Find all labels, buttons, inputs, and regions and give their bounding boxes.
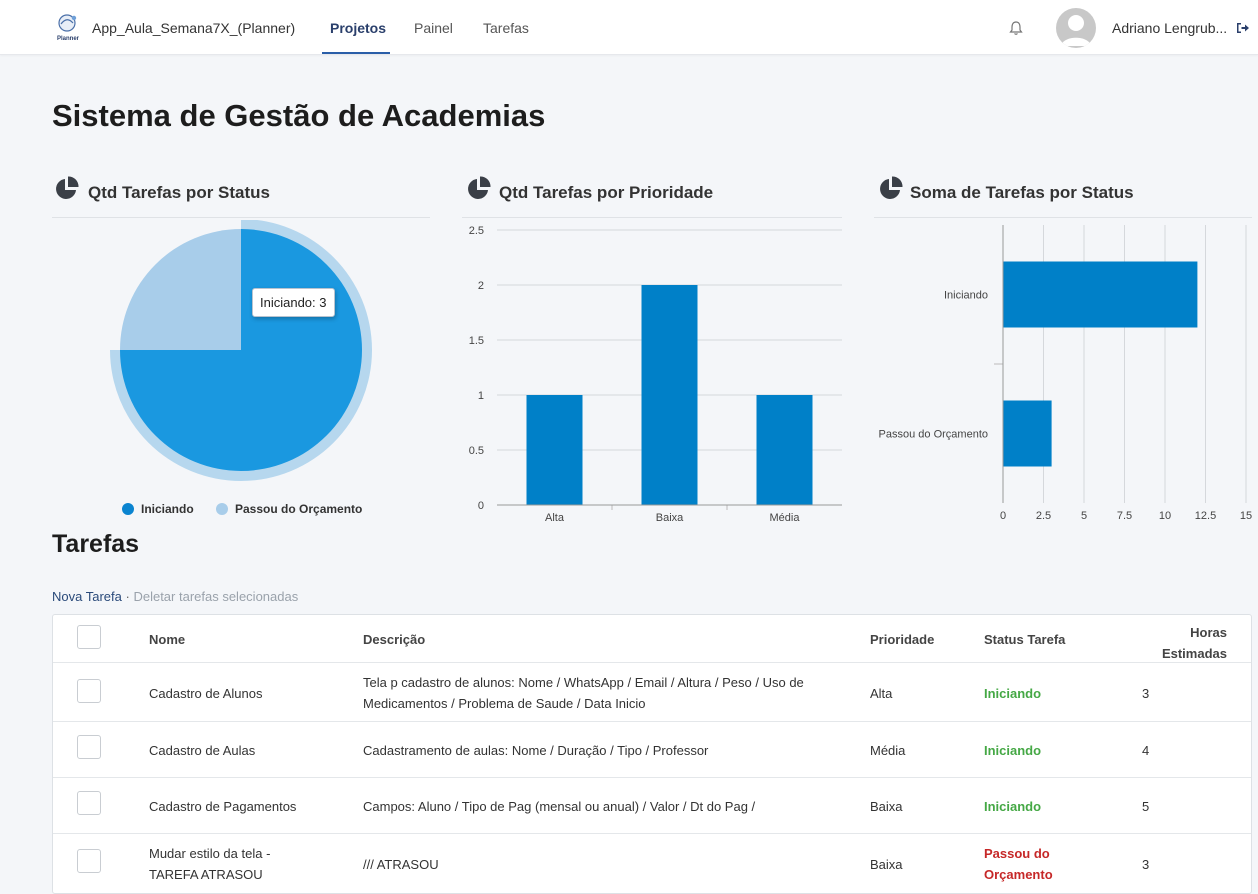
header-status[interactable]: Status Tarefa xyxy=(984,632,1066,647)
bell-icon[interactable] xyxy=(1008,20,1024,36)
row-divider xyxy=(53,777,1251,778)
app-title[interactable]: App_Aula_Semana7X_(Planner) xyxy=(92,20,296,36)
task-description: Tela p cadastro de alunos: Nome / WhatsA… xyxy=(363,675,804,711)
row-checkbox[interactable] xyxy=(77,735,101,759)
pie-chart-icon xyxy=(56,176,79,199)
chart-title-status: Qtd Tarefas por Status xyxy=(88,183,270,202)
priority-bar-chart: 0 0.5 1 1.5 2 2.5 Alta Baixa Média xyxy=(469,225,842,524)
hbar-passou xyxy=(1003,400,1052,467)
avatar[interactable] xyxy=(1056,8,1096,48)
bar-baixa xyxy=(641,285,698,505)
x-tick-label: 12.5 xyxy=(1195,510,1216,522)
y-tick-label: 1.5 xyxy=(469,335,484,347)
x-tick-label: Média xyxy=(770,512,801,524)
header-priority[interactable]: Prioridade xyxy=(870,632,935,647)
task-status: Iniciando xyxy=(984,743,1042,758)
task-description: Cadastramento de aulas: Nome / Duração /… xyxy=(363,743,709,758)
task-name[interactable]: Cadastro de Aulas xyxy=(149,743,256,758)
task-name[interactable]: Cadastro de Pagamentos xyxy=(149,799,297,814)
planner-logo-icon[interactable]: Planner xyxy=(54,12,82,42)
y-tick-label: 0.5 xyxy=(469,445,484,457)
legend-swatch xyxy=(216,503,228,515)
task-status: Iniciando xyxy=(984,799,1042,814)
status-pie-chart xyxy=(110,220,372,481)
row-checkbox[interactable] xyxy=(77,849,101,873)
bar-alta xyxy=(526,395,583,505)
user-name[interactable]: Adriano Lengrub... xyxy=(1112,20,1228,36)
row-divider xyxy=(53,833,1251,834)
tab-projetos[interactable]: Projetos xyxy=(330,20,387,36)
task-priority: Média xyxy=(870,743,906,758)
x-tick-label: 2.5 xyxy=(1036,510,1051,522)
task-hours: 3 xyxy=(1142,686,1150,701)
page-title: Sistema de Gestão de Academias xyxy=(52,98,546,133)
chart-title-priority: Qtd Tarefas por Prioridade xyxy=(499,183,714,202)
x-tick-label: 0 xyxy=(1000,510,1006,522)
x-tick-label: 7.5 xyxy=(1117,510,1132,522)
select-all-checkbox[interactable] xyxy=(77,625,101,649)
tasks-title: Tarefas xyxy=(52,530,140,558)
task-actions: Nova Tarefa · Deletar tarefas selecionad… xyxy=(52,589,298,604)
legend-label: Passou do Orçamento xyxy=(235,502,363,516)
task-status: Iniciando xyxy=(984,686,1042,701)
hbar-iniciando xyxy=(1003,261,1198,328)
tasks-table: Nome Descrição Prioridade Status Tarefa … xyxy=(52,614,1252,894)
task-status: Passou do Orçamento xyxy=(984,846,1053,882)
tab-tarefas[interactable]: Tarefas xyxy=(483,20,529,36)
task-name[interactable]: Mudar estilo da tela - TAREFA ATRASOU xyxy=(149,846,271,882)
x-tick-label: 5 xyxy=(1081,510,1087,522)
x-tick-label: 10 xyxy=(1159,510,1171,522)
legend-item-iniciando[interactable]: Iniciando xyxy=(122,502,194,516)
new-task-link[interactable]: Nova Tarefa xyxy=(52,589,122,604)
row-checkbox[interactable] xyxy=(77,791,101,815)
row-checkbox[interactable] xyxy=(77,679,101,703)
header-hours-line1: Horas xyxy=(1190,625,1227,640)
active-tab-indicator xyxy=(322,52,390,54)
y-tick-label: 2 xyxy=(478,280,484,292)
logo-text: Planner xyxy=(57,36,80,42)
legend-label: Iniciando xyxy=(141,502,194,516)
task-description: Campos: Aluno / Tipo de Pag (mensal ou a… xyxy=(363,799,756,814)
row-divider xyxy=(53,721,1251,722)
task-hours: 5 xyxy=(1142,799,1150,814)
header-name[interactable]: Nome xyxy=(149,632,186,647)
pie-slice-passou xyxy=(120,229,241,350)
y-tick-label: 1 xyxy=(478,390,484,402)
task-priority: Baixa xyxy=(870,799,903,814)
pie-chart-icon xyxy=(468,176,491,199)
task-priority: Baixa xyxy=(870,857,903,872)
logout-icon[interactable] xyxy=(1236,22,1250,34)
y-tick-label: 2.5 xyxy=(469,225,484,237)
top-navbar: Planner App_Aula_Semana7X_(Planner) Proj… xyxy=(0,0,1258,55)
pie-chart-icon xyxy=(880,176,903,199)
tab-painel[interactable]: Painel xyxy=(414,20,453,36)
task-name[interactable]: Cadastro de Alunos xyxy=(149,686,263,701)
delete-selected-link[interactable]: Deletar tarefas selecionadas xyxy=(133,589,299,604)
task-hours: 4 xyxy=(1142,743,1150,758)
y-tick-label: Iniciando xyxy=(944,290,988,302)
x-tick-label: Alta xyxy=(545,512,565,524)
header-description[interactable]: Descrição xyxy=(363,632,426,647)
chart-tooltip: Iniciando: 3 xyxy=(252,288,335,317)
chart-divider xyxy=(52,217,430,218)
chart-divider xyxy=(462,217,842,218)
row-divider xyxy=(53,662,1251,663)
legend-item-passou[interactable]: Passou do Orçamento xyxy=(216,502,362,516)
x-tick-label: 15 xyxy=(1240,510,1252,522)
actions-separator: · xyxy=(125,589,130,604)
task-priority: Alta xyxy=(870,686,893,701)
y-tick-label: 0 xyxy=(478,500,484,512)
chart-divider xyxy=(874,217,1252,218)
header-hours[interactable]: Horas Estimadas xyxy=(1113,622,1227,664)
x-tick-label: Baixa xyxy=(656,512,684,524)
legend-swatch xyxy=(122,503,134,515)
y-tick-label: Passou do Orçamento xyxy=(879,429,988,441)
task-description: /// ATRASOU xyxy=(363,857,439,872)
user-silhouette-icon xyxy=(1061,15,1091,46)
sum-bar-chart: 0 2.5 5 7.5 10 12.5 15 Iniciando Passou do Orçam… xyxy=(879,225,1252,522)
bar-média xyxy=(756,395,813,505)
task-hours: 3 xyxy=(1142,857,1150,872)
chart-title-sum: Soma de Tarefas por Status xyxy=(910,183,1134,202)
header-hours-line2: Estimadas xyxy=(1161,646,1227,661)
